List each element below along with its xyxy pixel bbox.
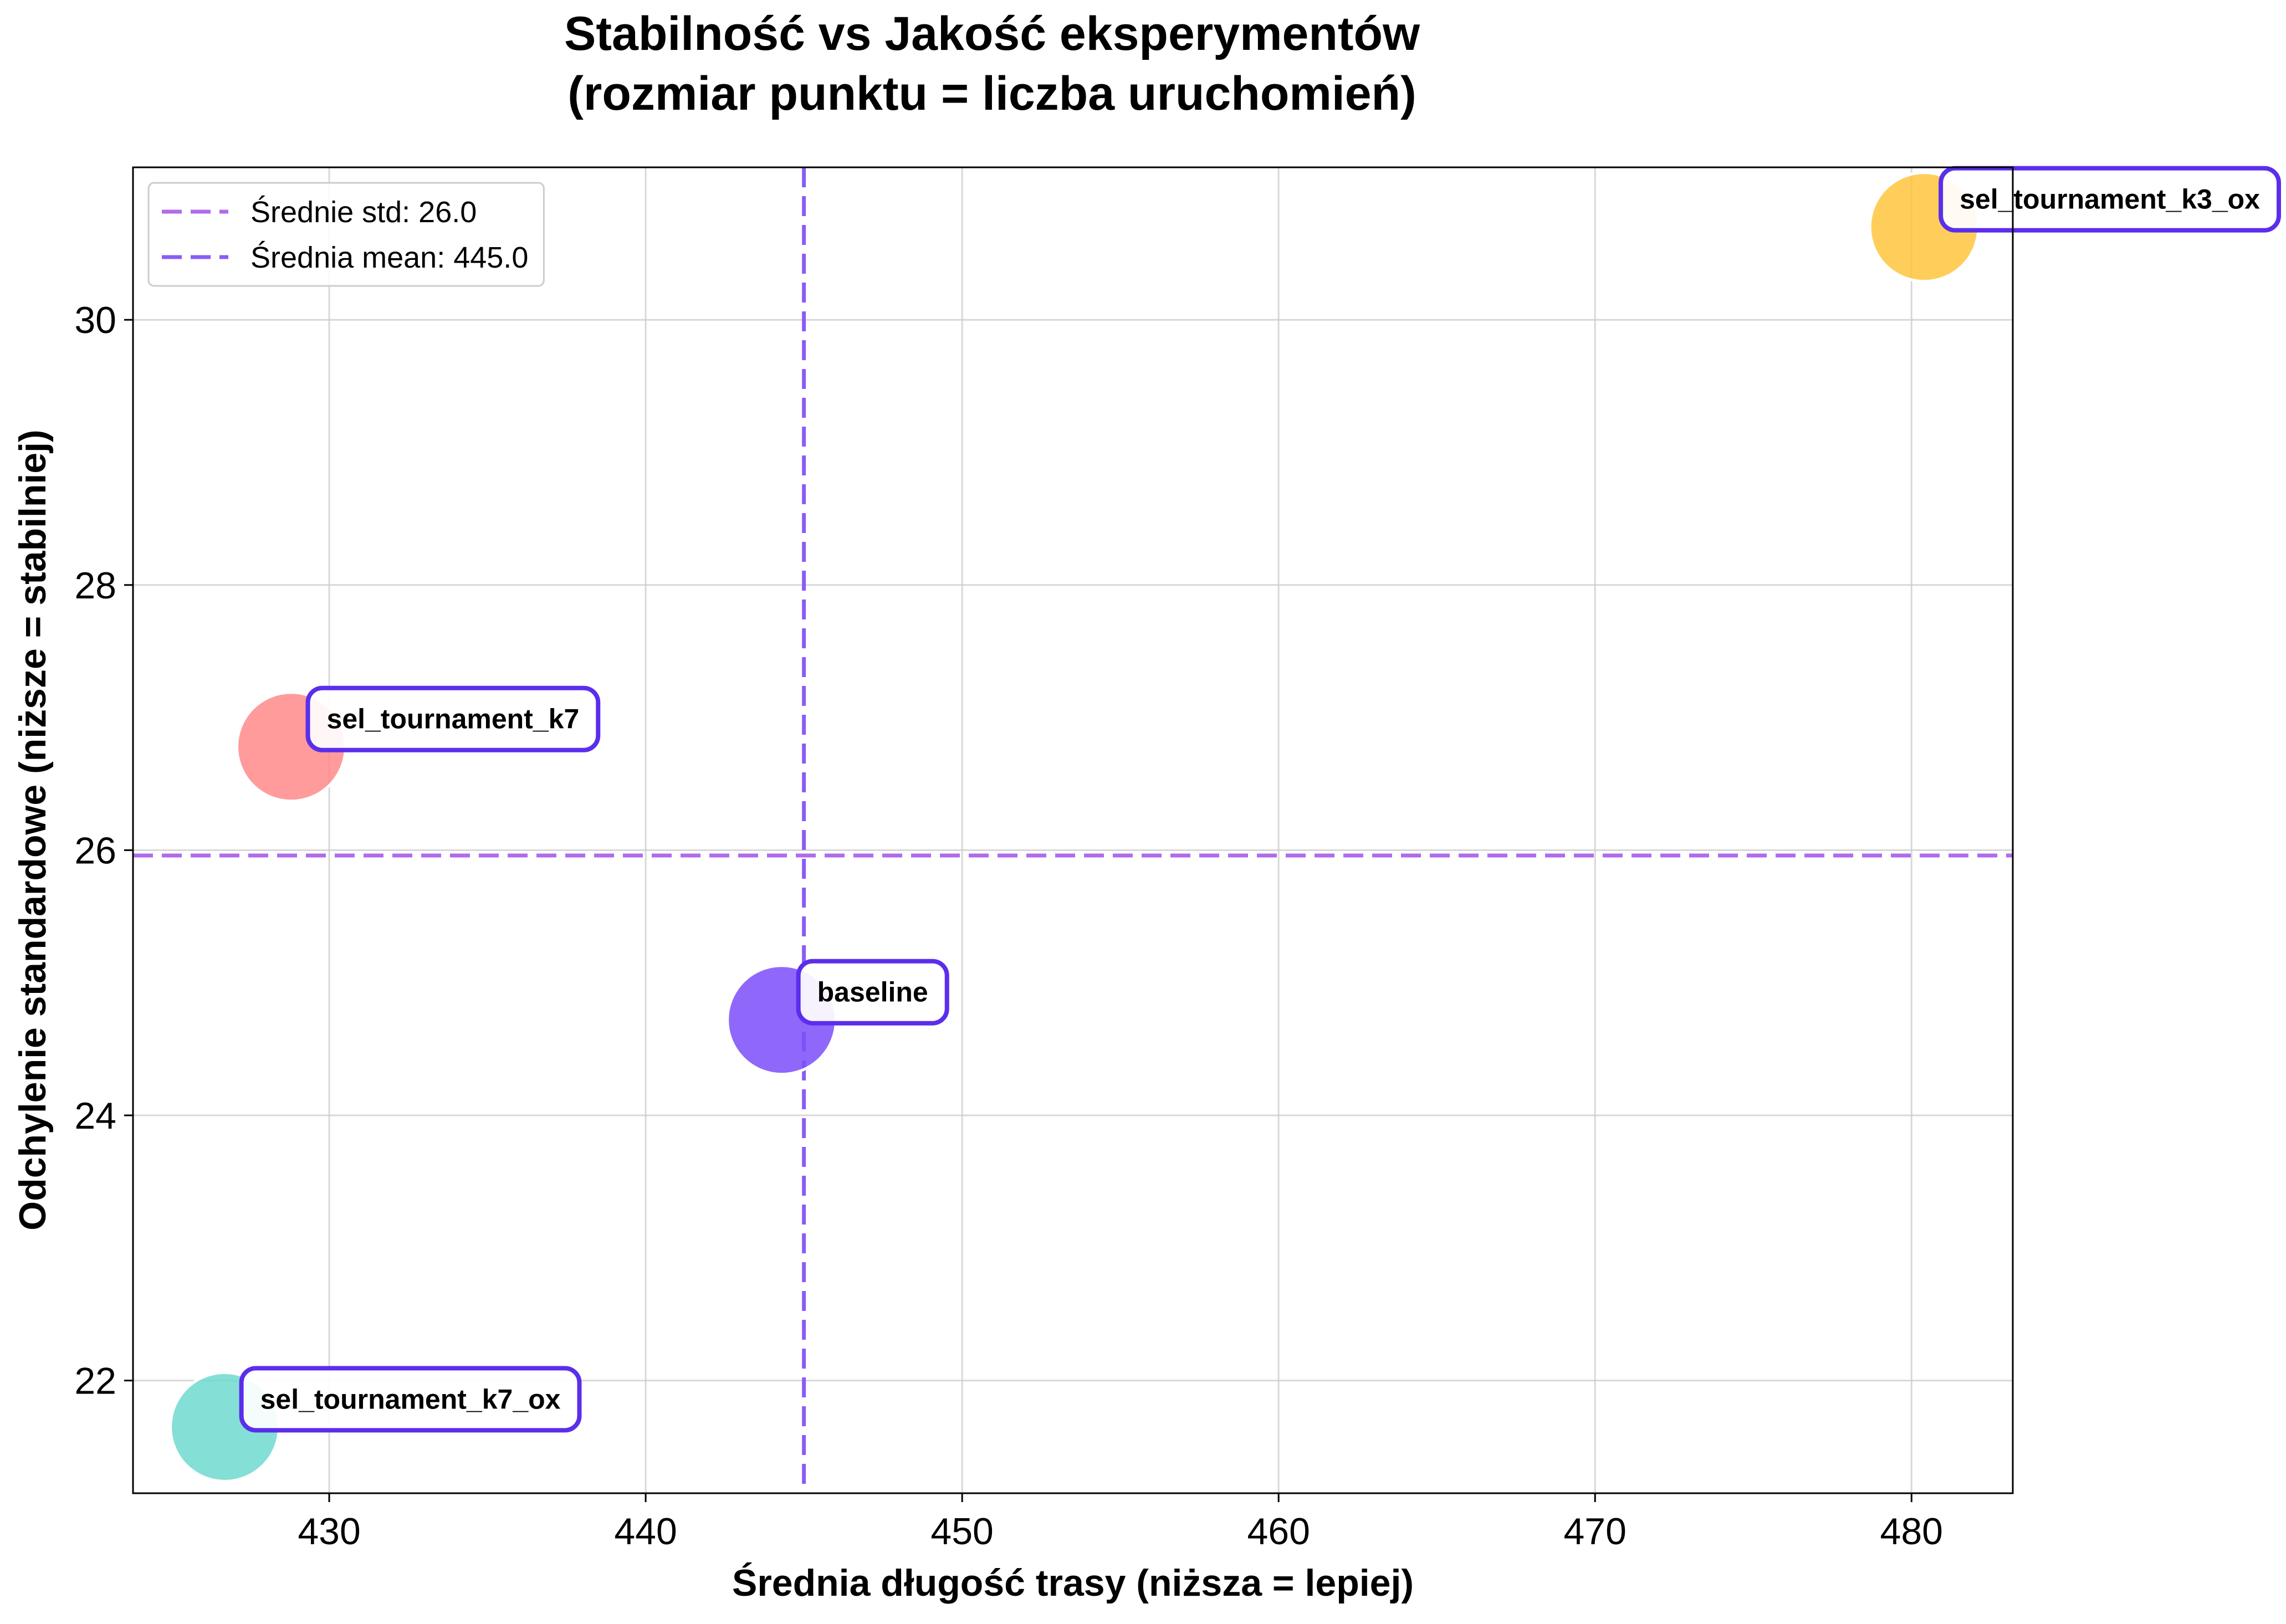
point-label-box: sel_tournament_k3_ox xyxy=(1939,166,2282,233)
y-axis-ticks: 22 24 26 28 30 xyxy=(74,299,133,1402)
chart-title: Stabilność vs Jakość eksperymentów xyxy=(564,7,1420,60)
point-label-text: sel_tournament_k3_ox xyxy=(1960,184,2260,215)
x-axis-ticks: 430 440 450 460 470 480 xyxy=(298,1493,1943,1553)
x-tick-label: 450 xyxy=(930,1510,993,1553)
y-tick-label: 24 xyxy=(74,1095,116,1137)
legend-box xyxy=(147,182,545,287)
label-box-frame xyxy=(239,1366,582,1433)
label-box-frame xyxy=(796,959,949,1026)
x-tick-label: 480 xyxy=(1880,1510,1943,1553)
x-tick-label: 460 xyxy=(1247,1510,1310,1553)
point-labels: sel_tournament_k3_ox sel_tournament_k7bas… xyxy=(239,166,2282,1433)
legend-entry: Średnia mean: 445.0 xyxy=(250,240,528,274)
x-tick-label: 440 xyxy=(614,1510,677,1553)
point-label-box: sel_tournament_k7 xyxy=(305,685,601,752)
plot-area-frame xyxy=(132,166,2014,1494)
chart-subtitle: (rozmiar punktu = liczba uruchomień) xyxy=(567,67,1416,120)
point-label-text: sel_tournament_k7_ox xyxy=(260,1384,561,1415)
legend-entry: Średnie std: 26.0 xyxy=(250,195,477,229)
point-label-box: baseline xyxy=(796,959,949,1026)
y-tick-label: 30 xyxy=(74,299,116,341)
y-tick-label: 26 xyxy=(74,829,116,872)
y-tick-label: 28 xyxy=(74,565,116,607)
data-points xyxy=(169,171,1980,1483)
y-axis-label: Odchylenie standardowe (niższe = stabiln… xyxy=(12,429,54,1230)
point-label-box: sel_tournament_k7_ox xyxy=(239,1366,582,1433)
label-box-frame xyxy=(305,685,601,752)
legend: Średnie std: 26.0 Średnia mean: 445.0 xyxy=(147,182,545,287)
reference-lines xyxy=(133,167,2013,1493)
grid-lines xyxy=(133,167,2013,1493)
x-axis-label: Średnia długość trasy (niższa = lepiej) xyxy=(732,1562,1414,1604)
label-box-frame xyxy=(1939,166,2282,233)
x-tick-label: 430 xyxy=(298,1510,360,1553)
point-label-text: baseline xyxy=(817,977,928,1008)
point-label-text: sel_tournament_k7 xyxy=(327,704,580,735)
y-tick-label: 22 xyxy=(74,1360,116,1402)
x-tick-label: 470 xyxy=(1563,1510,1626,1553)
